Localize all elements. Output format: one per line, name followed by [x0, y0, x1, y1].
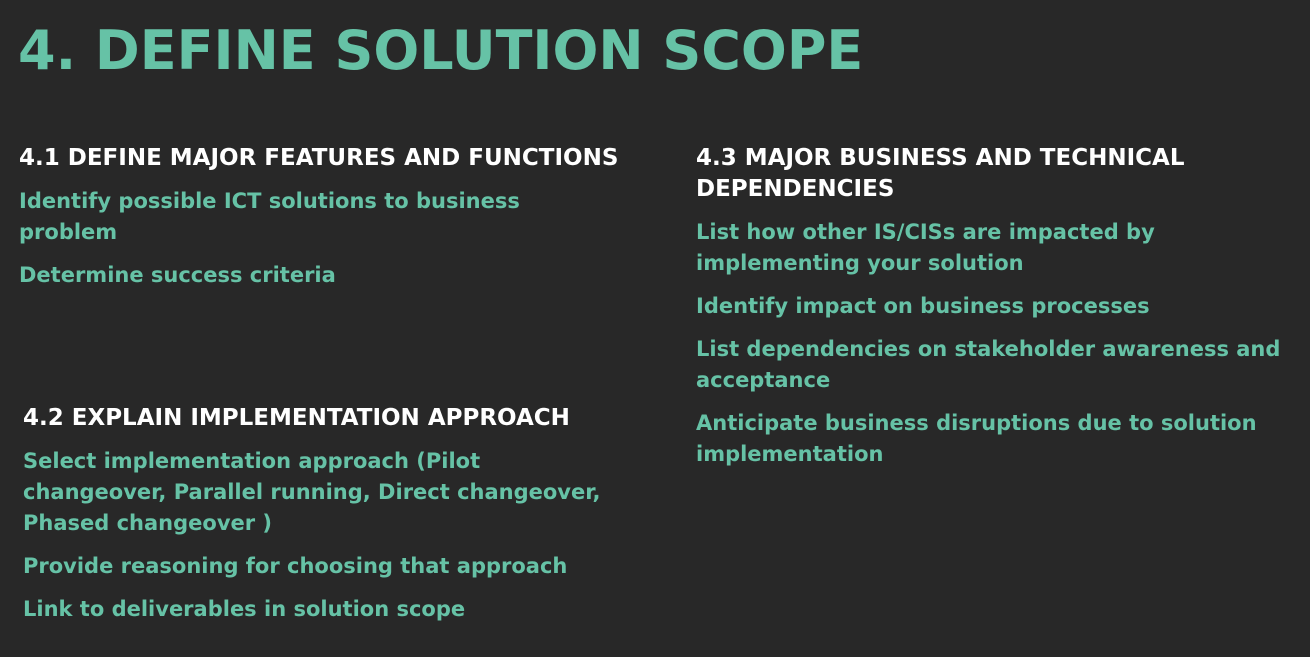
- bullet-item: List dependencies on stakeholder awarene…: [696, 337, 1281, 392]
- bullet-list: Identify possible ICT solutions to busin…: [19, 186, 659, 291]
- bullet-item: Select implementation approach (Pilot ch…: [23, 449, 601, 535]
- section-heading: 4.1 DEFINE MAJOR FEATURES AND FUNCTIONS: [19, 145, 619, 171]
- bullet-item: Determine success criteria: [19, 263, 336, 287]
- bullet-item: Identify possible ICT solutions to busin…: [19, 189, 520, 244]
- section-dependencies: 4.3 MAJOR BUSINESS AND TECHNICAL DEPENDE…: [696, 143, 1296, 470]
- bullet-item: List how other IS/CISs are impacted by i…: [696, 220, 1155, 275]
- bullet-list: List how other IS/CISs are impacted by i…: [696, 217, 1296, 470]
- section-heading: 4.2 EXPLAIN IMPLEMENTATION APPROACH: [23, 405, 570, 431]
- bullet-item: Identify impact on business processes: [696, 294, 1150, 318]
- bullet-item: Link to deliverables in solution scope: [23, 597, 466, 621]
- section-define-features: 4.1 DEFINE MAJOR FEATURES AND FUNCTIONS …: [19, 143, 659, 291]
- bullet-item: Anticipate business disruptions due to s…: [696, 411, 1257, 466]
- section-heading: 4.3 MAJOR BUSINESS AND TECHNICAL DEPENDE…: [696, 145, 1185, 202]
- bullet-item: Provide reasoning for choosing that appr…: [23, 554, 568, 578]
- bullet-list: Select implementation approach (Pilot ch…: [23, 446, 643, 625]
- section-implementation-approach: 4.2 EXPLAIN IMPLEMENTATION APPROACH Sele…: [23, 403, 643, 625]
- slide-title: 4. DEFINE SOLUTION SCOPE: [18, 19, 864, 82]
